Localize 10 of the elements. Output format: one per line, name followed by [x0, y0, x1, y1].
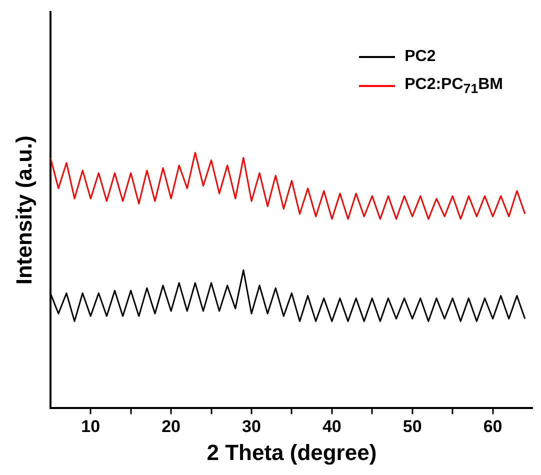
legend-label: PC2: [404, 48, 436, 66]
x-tick-label: 20: [162, 417, 181, 436]
x-tick-label: 60: [483, 417, 502, 436]
x-tick-label: 50: [402, 417, 422, 436]
y-axis-title: Intensity (a.u.): [11, 136, 36, 285]
x-tick-label: 30: [242, 417, 261, 436]
legend-label: PC2:PC$_{71}$BM: [404, 76, 503, 96]
x-tick-label: 10: [81, 417, 100, 436]
x-tick-label: 40: [322, 417, 342, 436]
x-axis-title: 2 Theta (degree): [206, 440, 377, 465]
